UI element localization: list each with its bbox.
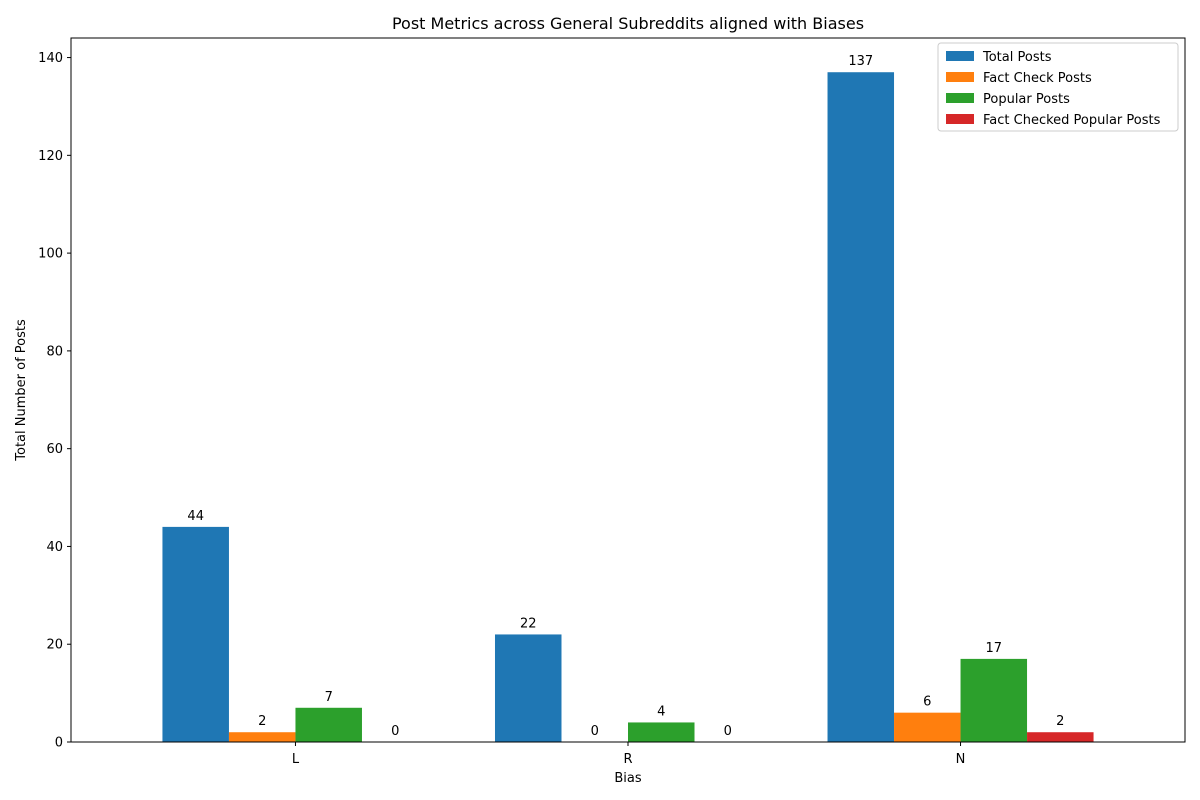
data-label: 22 (520, 616, 537, 631)
legend-box (937, 42, 1179, 132)
plot-frame (70, 37, 1186, 743)
y-tick-label: 140 (38, 51, 63, 66)
data-label: 7 (325, 690, 333, 705)
legend-label: Fact Checked Popular Posts (983, 113, 1161, 128)
data-label: 137 (848, 54, 873, 69)
legend-swatch (946, 72, 974, 82)
legend-swatch (946, 51, 974, 61)
data-label: 4 (657, 704, 665, 719)
bars-layer (162, 72, 1094, 742)
legend-label: Total Posts (982, 50, 1052, 65)
bar-popular-posts-R (628, 722, 695, 742)
y-axis: 0 20 40 60 80 100 120 140 (38, 51, 71, 751)
bar-fact-check-posts-L (228, 732, 296, 742)
y-tick-label: 0 (55, 736, 63, 751)
bar-popular-posts-L (295, 707, 362, 742)
y-tick-label: 80 (46, 344, 63, 359)
bar-popular-posts-N (960, 658, 1028, 742)
legend-swatch (946, 114, 974, 124)
data-label: 2 (1056, 714, 1064, 729)
y-tick-label: 120 (38, 149, 63, 164)
data-label: 2 (258, 714, 266, 729)
legend-label: Fact Check Posts (983, 71, 1092, 86)
bar-total-posts-R (494, 634, 562, 742)
x-tick-label: R (623, 752, 632, 767)
x-tick-label: L (292, 752, 300, 767)
bar-fact-checked-popular-posts-N (1027, 732, 1094, 742)
legend-label: Popular Posts (983, 92, 1070, 107)
y-tick-label: 40 (46, 540, 63, 555)
bar-total-posts-L (162, 526, 229, 742)
x-tick-label: N (956, 752, 966, 767)
data-label: 0 (391, 724, 399, 739)
data-label: 17 (986, 641, 1003, 656)
data-labels-layer: 44 22 137 2 0 6 7 4 17 0 0 2 (187, 54, 1064, 739)
bar-total-posts-N (827, 72, 895, 742)
y-tick-label: 60 (46, 442, 63, 457)
y-tick-label: 20 (46, 638, 63, 653)
bar-fact-check-posts-N (894, 712, 961, 742)
legend: Total Posts Fact Check Posts Popular Posts… (937, 42, 1179, 132)
data-label: 44 (187, 509, 204, 524)
chart-title: Post Metrics across General Subreddits a… (392, 14, 864, 33)
legend-swatch (946, 93, 974, 103)
y-axis-label: Total Number of Posts (14, 319, 29, 462)
data-label: 0 (724, 724, 732, 739)
y-tick-label: 100 (38, 247, 63, 262)
data-label: 6 (923, 695, 931, 710)
data-label: 0 (591, 724, 599, 739)
x-axis-label: Bias (614, 771, 641, 786)
